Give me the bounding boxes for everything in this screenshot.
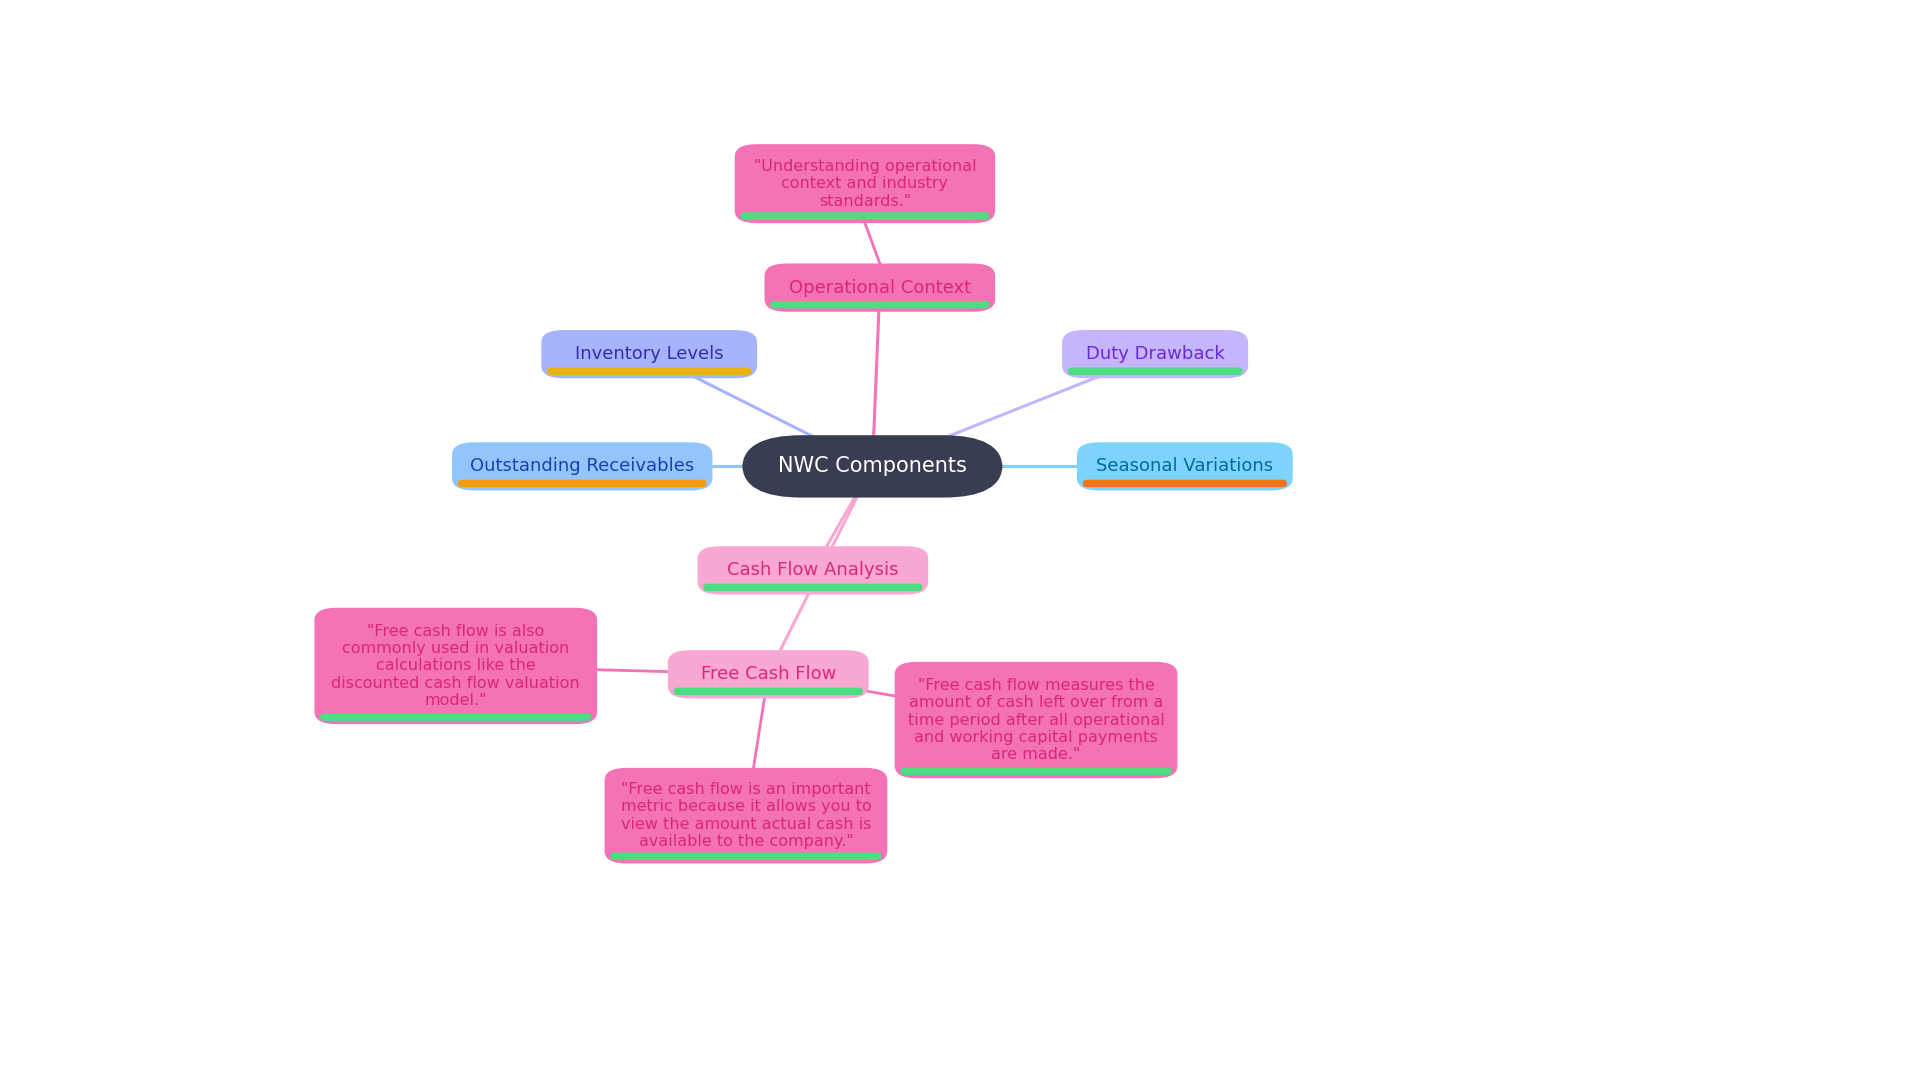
Text: Operational Context: Operational Context: [789, 279, 972, 297]
FancyBboxPatch shape: [541, 330, 756, 378]
Text: Duty Drawback: Duty Drawback: [1085, 346, 1225, 363]
FancyBboxPatch shape: [674, 688, 862, 696]
FancyBboxPatch shape: [547, 367, 751, 375]
Text: Cash Flow Analysis: Cash Flow Analysis: [728, 562, 899, 579]
FancyBboxPatch shape: [697, 546, 927, 594]
FancyBboxPatch shape: [743, 435, 1002, 498]
FancyBboxPatch shape: [764, 264, 995, 312]
Text: NWC Components: NWC Components: [778, 457, 968, 476]
Text: Inventory Levels: Inventory Levels: [574, 346, 724, 363]
FancyBboxPatch shape: [735, 144, 995, 224]
FancyBboxPatch shape: [451, 443, 712, 490]
Text: "Understanding operational
context and industry
standards.": "Understanding operational context and i…: [755, 159, 975, 208]
FancyBboxPatch shape: [668, 650, 868, 699]
FancyBboxPatch shape: [741, 213, 989, 220]
FancyBboxPatch shape: [321, 714, 591, 720]
FancyBboxPatch shape: [315, 608, 597, 725]
Text: "Free cash flow is also
commonly used in valuation
calculations like the
discoun: "Free cash flow is also commonly used in…: [332, 623, 580, 708]
Text: Free Cash Flow: Free Cash Flow: [701, 665, 835, 684]
FancyBboxPatch shape: [895, 662, 1177, 779]
FancyBboxPatch shape: [605, 768, 887, 864]
FancyBboxPatch shape: [1077, 443, 1292, 490]
FancyBboxPatch shape: [770, 301, 989, 309]
Text: Outstanding Receivables: Outstanding Receivables: [470, 458, 695, 475]
FancyBboxPatch shape: [703, 583, 922, 591]
FancyBboxPatch shape: [1062, 330, 1248, 378]
FancyBboxPatch shape: [611, 853, 881, 860]
Text: "Free cash flow is an important
metric because it allows you to
view the amount : "Free cash flow is an important metric b…: [620, 782, 872, 849]
FancyBboxPatch shape: [1068, 367, 1242, 375]
Text: Seasonal Variations: Seasonal Variations: [1096, 458, 1273, 475]
FancyBboxPatch shape: [900, 768, 1171, 775]
FancyBboxPatch shape: [459, 480, 707, 487]
Text: "Free cash flow measures the
amount of cash left over from a
time period after a: "Free cash flow measures the amount of c…: [908, 678, 1164, 762]
FancyBboxPatch shape: [1083, 480, 1286, 487]
